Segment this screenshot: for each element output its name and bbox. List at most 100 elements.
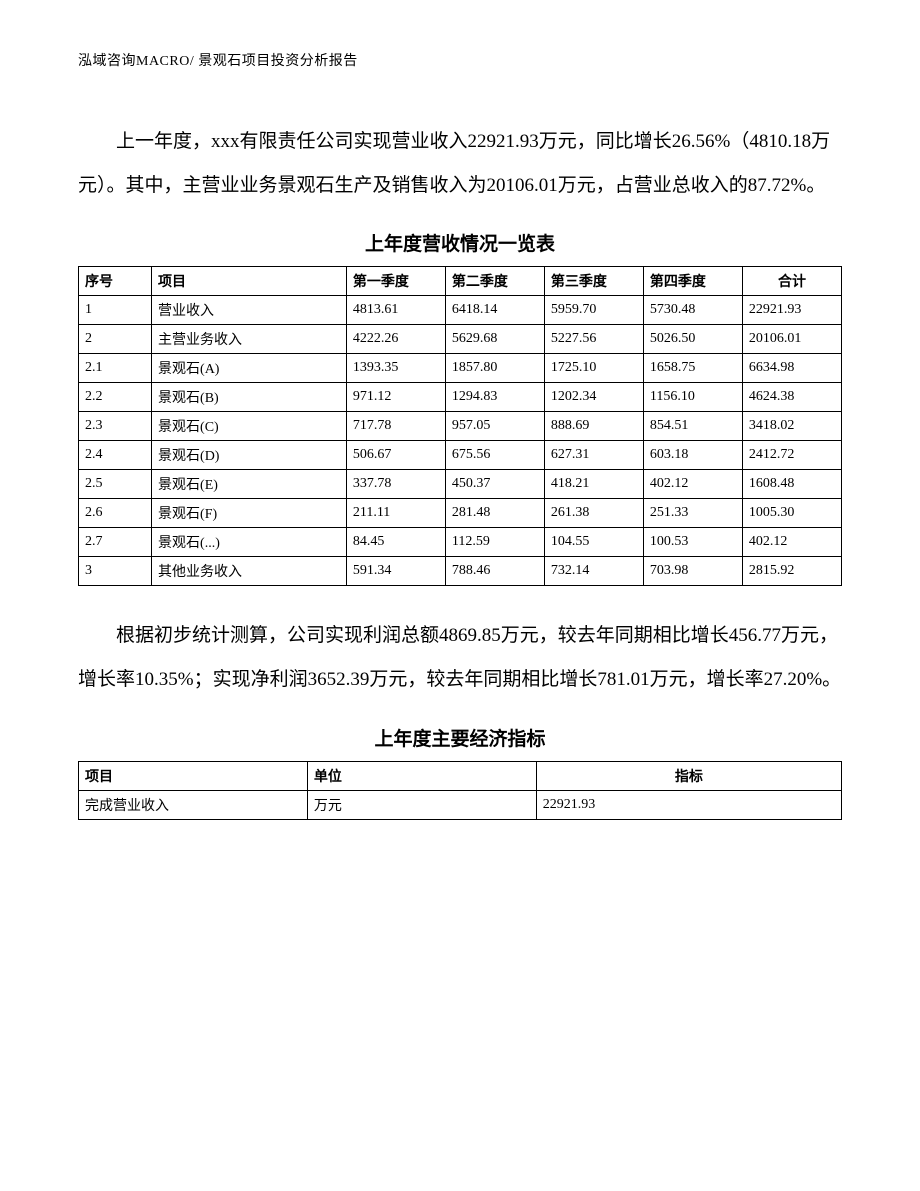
table-cell: 788.46: [445, 557, 544, 586]
table-cell: 627.31: [544, 441, 643, 470]
table-cell: 6418.14: [445, 296, 544, 325]
table-row: 2.1景观石(A)1393.351857.801725.101658.75663…: [79, 354, 842, 383]
col2-item: 项目: [79, 761, 308, 790]
table-cell: 5730.48: [643, 296, 742, 325]
table-cell: 971.12: [346, 383, 445, 412]
table-cell: 2.5: [79, 470, 152, 499]
col-item: 项目: [152, 267, 347, 296]
table1-header-row: 序号 项目 第一季度 第二季度 第三季度 第四季度 合计: [79, 267, 842, 296]
table-cell: 418.21: [544, 470, 643, 499]
table-cell: 2: [79, 325, 152, 354]
table-cell: 景观石(D): [152, 441, 347, 470]
table-row: 2.2景观石(B)971.121294.831202.341156.104624…: [79, 383, 842, 412]
table1-title: 上年度营收情况一览表: [78, 229, 842, 256]
table-cell: 506.67: [346, 441, 445, 470]
table-cell: 1156.10: [643, 383, 742, 412]
table-cell: 2.1: [79, 354, 152, 383]
table-cell: 402.12: [742, 528, 841, 557]
table-cell: 20106.01: [742, 325, 841, 354]
table-cell: 22921.93: [536, 790, 841, 819]
table-cell: 450.37: [445, 470, 544, 499]
table-cell: 717.78: [346, 412, 445, 441]
table-cell: 402.12: [643, 470, 742, 499]
table-cell: 22921.93: [742, 296, 841, 325]
table-row: 2.3景观石(C)717.78957.05888.69854.513418.02: [79, 412, 842, 441]
table-cell: 2.3: [79, 412, 152, 441]
table-cell: 1725.10: [544, 354, 643, 383]
col-q2: 第二季度: [445, 267, 544, 296]
table-cell: 337.78: [346, 470, 445, 499]
table-cell: 5629.68: [445, 325, 544, 354]
table-cell: 1608.48: [742, 470, 841, 499]
table-row: 1营业收入4813.616418.145959.705730.4822921.9…: [79, 296, 842, 325]
table-row: 3其他业务收入591.34788.46732.14703.982815.92: [79, 557, 842, 586]
table-cell: 2815.92: [742, 557, 841, 586]
table-cell: 1294.83: [445, 383, 544, 412]
col-sum: 合计: [742, 267, 841, 296]
table-row: 2主营业务收入4222.265629.685227.565026.5020106…: [79, 325, 842, 354]
table-cell: 84.45: [346, 528, 445, 557]
table-cell: 888.69: [544, 412, 643, 441]
table-cell: 2.6: [79, 499, 152, 528]
page-header: 泓域咨询MACRO/ 景观石项目投资分析报告: [78, 50, 842, 70]
table-cell: 完成营业收入: [79, 790, 308, 819]
table-cell: 603.18: [643, 441, 742, 470]
paragraph-2: 根据初步统计测算，公司实现利润总额4869.85万元，较去年同期相比增长456.…: [78, 614, 842, 701]
table-cell: 1005.30: [742, 499, 841, 528]
table-cell: 703.98: [643, 557, 742, 586]
table-cell: 251.33: [643, 499, 742, 528]
indicator-table: 项目 单位 指标 完成营业收入万元22921.93: [78, 761, 842, 820]
table-cell: 景观石(B): [152, 383, 347, 412]
table-cell: 4624.38: [742, 383, 841, 412]
table-cell: 营业收入: [152, 296, 347, 325]
table-cell: 591.34: [346, 557, 445, 586]
table-cell: 5026.50: [643, 325, 742, 354]
table-row: 2.4景观石(D)506.67675.56627.31603.182412.72: [79, 441, 842, 470]
table-row: 2.6景观石(F)211.11281.48261.38251.331005.30: [79, 499, 842, 528]
table-cell: 675.56: [445, 441, 544, 470]
table-row: 完成营业收入万元22921.93: [79, 790, 842, 819]
table-cell: 1658.75: [643, 354, 742, 383]
table-cell: 景观石(E): [152, 470, 347, 499]
table-cell: 景观石(F): [152, 499, 347, 528]
col-seq: 序号: [79, 267, 152, 296]
table-cell: 万元: [307, 790, 536, 819]
table-cell: 104.55: [544, 528, 643, 557]
table-cell: 3418.02: [742, 412, 841, 441]
table-cell: 1: [79, 296, 152, 325]
table-cell: 4813.61: [346, 296, 445, 325]
table-cell: 景观石(...): [152, 528, 347, 557]
col2-val: 指标: [536, 761, 841, 790]
table-cell: 854.51: [643, 412, 742, 441]
revenue-table: 序号 项目 第一季度 第二季度 第三季度 第四季度 合计 1营业收入4813.6…: [78, 266, 842, 586]
table-cell: 2.4: [79, 441, 152, 470]
document-page: 泓域咨询MACRO/ 景观石项目投资分析报告 上一年度，xxx有限责任公司实现营…: [0, 0, 920, 1191]
table-cell: 261.38: [544, 499, 643, 528]
col-q1: 第一季度: [346, 267, 445, 296]
table-cell: 1857.80: [445, 354, 544, 383]
table-cell: 2.7: [79, 528, 152, 557]
col-q4: 第四季度: [643, 267, 742, 296]
col-q3: 第三季度: [544, 267, 643, 296]
table-cell: 3: [79, 557, 152, 586]
table-cell: 957.05: [445, 412, 544, 441]
table-cell: 100.53: [643, 528, 742, 557]
table-cell: 1393.35: [346, 354, 445, 383]
table-cell: 4222.26: [346, 325, 445, 354]
table-cell: 景观石(C): [152, 412, 347, 441]
table-cell: 6634.98: [742, 354, 841, 383]
table-cell: 2412.72: [742, 441, 841, 470]
table-cell: 5959.70: [544, 296, 643, 325]
col2-unit: 单位: [307, 761, 536, 790]
table-row: 2.5景观石(E)337.78450.37418.21402.121608.48: [79, 470, 842, 499]
table-cell: 5227.56: [544, 325, 643, 354]
table2-title: 上年度主要经济指标: [78, 724, 842, 751]
table-cell: 211.11: [346, 499, 445, 528]
table-cell: 1202.34: [544, 383, 643, 412]
table-cell: 景观石(A): [152, 354, 347, 383]
table-cell: 732.14: [544, 557, 643, 586]
table-cell: 281.48: [445, 499, 544, 528]
table-row: 2.7景观石(...)84.45112.59104.55100.53402.12: [79, 528, 842, 557]
table2-header-row: 项目 单位 指标: [79, 761, 842, 790]
table-cell: 112.59: [445, 528, 544, 557]
